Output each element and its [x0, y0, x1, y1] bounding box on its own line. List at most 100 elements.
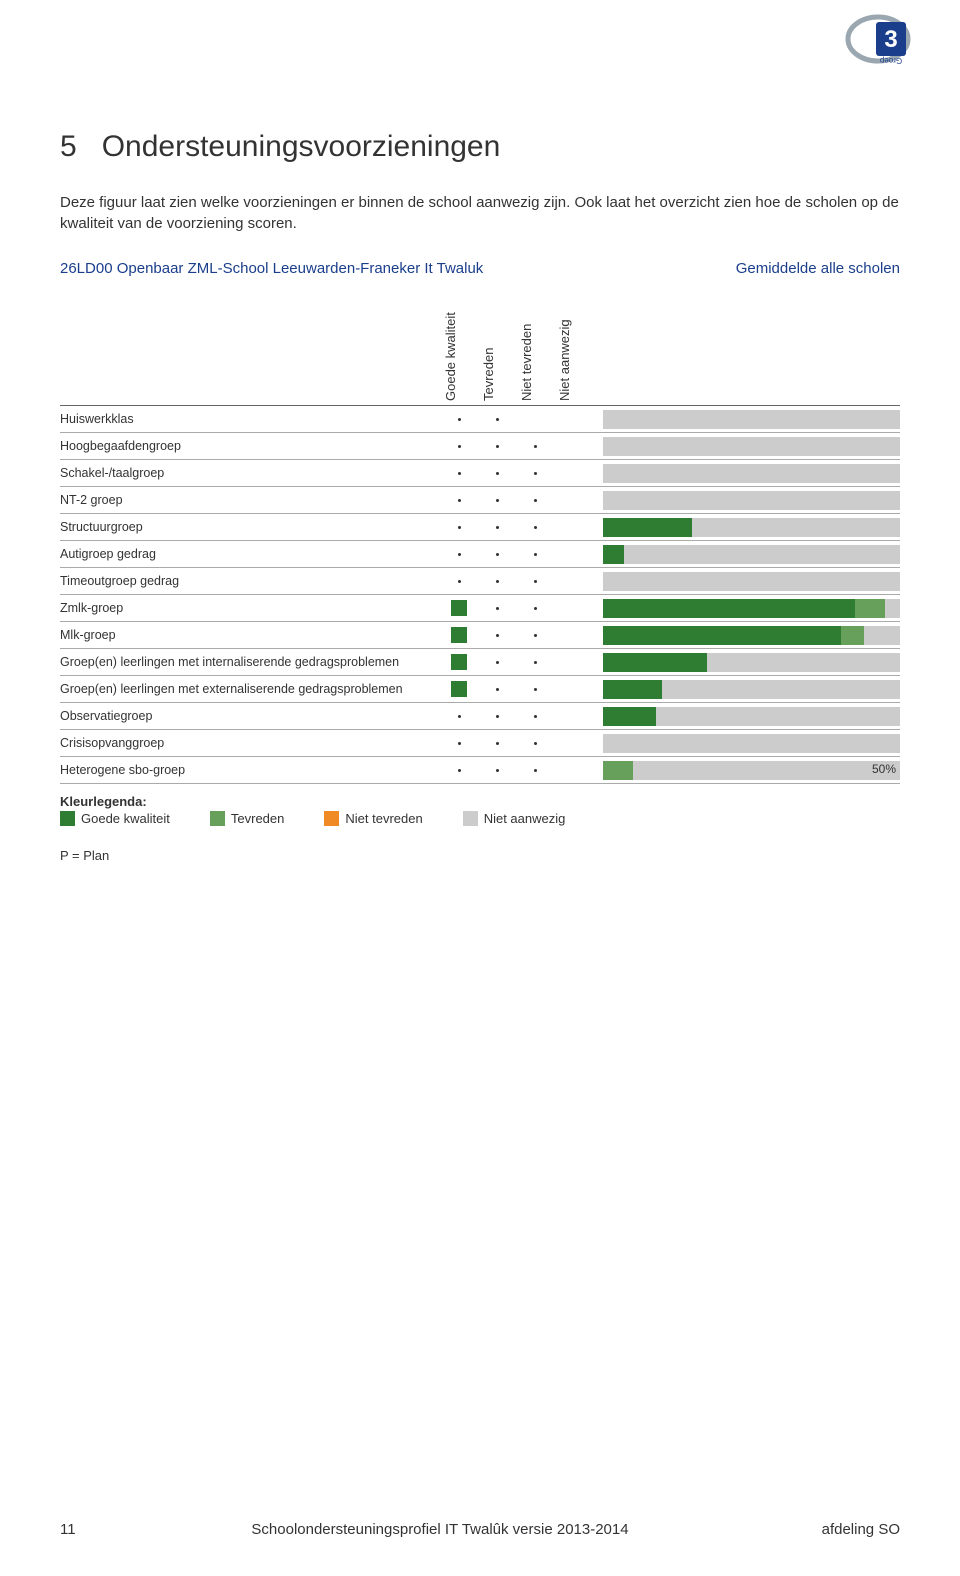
chart-header: 26LD00 Openbaar ZML-School Leeuwarden-Fr… [60, 260, 900, 280]
mark-columns [440, 472, 595, 475]
dot-icon [496, 445, 499, 448]
mark-cell [440, 627, 478, 643]
legend-item: Niet tevreden [324, 811, 422, 826]
legend-item: Goede kwaliteit [60, 811, 170, 826]
mark-columns [440, 681, 595, 697]
mark-cell [440, 742, 478, 745]
row-label: Hoogbegaafdengroep [60, 439, 440, 453]
row-label: Mlk-groep [60, 628, 440, 642]
avg-bar [603, 545, 900, 564]
mark-cell [516, 499, 554, 502]
mark-cell [478, 445, 516, 448]
table-row: Heterogene sbo-groep50% [60, 757, 900, 784]
mark-columns [440, 553, 595, 556]
square-marker [451, 600, 467, 616]
mark-cell [516, 472, 554, 475]
plan-note: P = Plan [60, 848, 900, 863]
dot-icon [534, 634, 537, 637]
groep3-logo: 3 Groep [842, 14, 914, 77]
legend-swatch [324, 811, 339, 826]
table-row: Groep(en) leerlingen met internaliserend… [60, 649, 900, 676]
mark-cell [440, 600, 478, 616]
footer-center: Schoolondersteuningsprofiel IT Twalûk ve… [120, 1521, 760, 1538]
dot-icon [458, 526, 461, 529]
dot-icon [534, 472, 537, 475]
legend-item: Tevreden [210, 811, 284, 826]
mark-columns [440, 627, 595, 643]
mark-cell [554, 499, 592, 502]
rotated-header: Tevreden [481, 348, 496, 401]
mark-columns [440, 715, 595, 718]
dot-icon [496, 742, 499, 745]
mark-cell [440, 526, 478, 529]
mark-cell [554, 742, 592, 745]
row-label: Huiswerkklas [60, 412, 440, 426]
avg-title: Gemiddelde alle scholen [736, 260, 900, 277]
avg-segment [603, 437, 618, 456]
table-row: Huiswerkklas [60, 406, 900, 433]
table-row: Zmlk-groep [60, 595, 900, 622]
avg-segment [603, 680, 662, 699]
avg-bar [603, 518, 900, 537]
mark-columns [440, 418, 595, 421]
dot-icon [458, 472, 461, 475]
dot-icon [458, 418, 461, 421]
dot-icon [534, 499, 537, 502]
legend-title: Kleurlegenda: [60, 794, 900, 809]
legend-swatch [463, 811, 478, 826]
table-row: Hoogbegaafdengroep [60, 433, 900, 460]
table-row: Timeoutgroep gedrag [60, 568, 900, 595]
mark-cell [478, 600, 516, 616]
row-label: Schakel-/taalgroep [60, 466, 440, 480]
table-row: Autigroep gedrag [60, 541, 900, 568]
dot-icon [534, 445, 537, 448]
mark-cell [516, 580, 554, 583]
avg-segment [603, 761, 633, 780]
avg-segment [855, 599, 885, 618]
mark-cell [516, 654, 554, 670]
row-label: Structuurgroep [60, 520, 440, 534]
mark-cell [554, 715, 592, 718]
legend: Kleurlegenda: Goede kwaliteit Tevreden Nie… [60, 794, 900, 826]
mark-columns [440, 600, 595, 616]
dot-icon [458, 742, 461, 745]
avg-bar [603, 707, 900, 726]
mark-cell [440, 445, 478, 448]
mark-cell [478, 769, 516, 772]
mark-cell [554, 526, 592, 529]
dot-icon [534, 580, 537, 583]
row-label: Zmlk-groep [60, 601, 440, 615]
avg-segment [603, 545, 624, 564]
avg-segment [603, 626, 841, 645]
footer-right: afdeling SO [760, 1521, 900, 1538]
mark-columns [440, 445, 595, 448]
dot-icon [496, 499, 499, 502]
square-marker [451, 681, 467, 697]
dot-icon [458, 445, 461, 448]
mark-cell [516, 600, 554, 616]
section-number: 5 [60, 130, 77, 163]
mark-cell [478, 526, 516, 529]
rotated-header: Niet aanwezig [557, 319, 572, 401]
row-label: Observatiegroep [60, 709, 440, 723]
mark-cell [478, 681, 516, 697]
mark-cell [554, 472, 592, 475]
mark-cell [554, 769, 592, 772]
legend-label: Goede kwaliteit [81, 811, 170, 826]
row-label: Crisisopvanggroep [60, 736, 440, 750]
dot-icon [458, 715, 461, 718]
rotated-column-headers: Goede kwaliteitTevredenNiet tevredenNiet… [60, 286, 900, 406]
mark-cell [554, 553, 592, 556]
mark-cell [440, 681, 478, 697]
dot-icon [496, 526, 499, 529]
dot-icon [496, 553, 499, 556]
intro-text: Deze figuur laat zien welke voorzieninge… [60, 192, 900, 234]
dot-icon [496, 418, 499, 421]
mark-cell [478, 472, 516, 475]
mark-cell [516, 418, 554, 421]
square-marker [451, 627, 467, 643]
mark-cell [516, 553, 554, 556]
mark-cell [554, 654, 592, 670]
avg-bar: 50% [603, 761, 900, 780]
row-label: Groep(en) leerlingen met internaliserend… [60, 655, 440, 669]
